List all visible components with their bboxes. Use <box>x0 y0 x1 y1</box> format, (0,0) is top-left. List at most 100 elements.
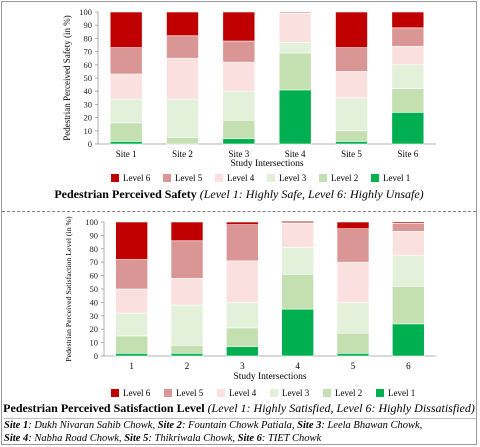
y-tick-label: 10 <box>84 126 93 136</box>
bar-segment <box>170 344 204 354</box>
bar-segment <box>336 353 370 357</box>
bar-segment <box>166 35 199 59</box>
x-tick-label: 4 <box>295 361 300 371</box>
x-axis-title: Study Intersections <box>233 372 306 382</box>
bar-segment <box>226 224 259 262</box>
bar-segment <box>335 97 368 132</box>
bar-segment <box>391 88 425 113</box>
bar-segment <box>109 11 143 48</box>
y-tick-label: 60 <box>84 60 93 70</box>
bar-segment <box>281 223 314 248</box>
y-tick-label: 0 <box>88 139 92 149</box>
legend-swatch <box>164 389 172 397</box>
bar-segment <box>170 304 204 346</box>
x-tick-label: Site 6 <box>397 149 418 159</box>
x-tick-label: Site 3 <box>228 149 249 159</box>
y-tick-label: 70 <box>90 257 99 267</box>
bar-segment <box>281 308 314 357</box>
bar-segment <box>226 260 259 303</box>
legend-swatch <box>376 389 384 397</box>
site-name: : Dukh Nivaran Sahib Chowk, <box>28 420 158 431</box>
section-divider <box>2 211 476 212</box>
bar-segment <box>391 11 425 29</box>
site-label: Site 2 <box>157 420 182 431</box>
bar-segment <box>115 312 148 337</box>
bar-segment <box>278 13 312 43</box>
bar-segment <box>391 46 425 66</box>
legend-label: Level 1 <box>388 388 415 398</box>
legend-swatch <box>111 174 119 182</box>
y-tick-label: 100 <box>85 217 98 227</box>
y-axis-title: Pedestrian Perceived Safety (in %) <box>62 15 72 140</box>
x-tick-label: 2 <box>185 361 190 371</box>
legend-swatch <box>371 174 379 182</box>
bar-segment <box>115 259 148 290</box>
bar-segment <box>336 221 370 229</box>
bar-segment <box>278 42 312 54</box>
site-label: Site 3 <box>297 420 322 431</box>
bar-segment <box>281 247 314 275</box>
satisfaction-caption-note: (Level 1: Highly Satisfied, Level 6: Hig… <box>207 401 475 415</box>
y-tick-label: 50 <box>84 73 93 83</box>
legend-label: Level 5 <box>176 388 204 398</box>
bar-segment <box>109 73 143 100</box>
legend-label: Level 2 <box>335 388 362 398</box>
bar-segment <box>222 90 256 121</box>
bar-segment <box>109 122 143 142</box>
bar-segment <box>335 11 368 48</box>
bar-segment <box>392 221 425 224</box>
y-tick-label: 0 <box>94 351 98 361</box>
bar-segment <box>166 57 199 100</box>
legend-swatch <box>215 174 223 182</box>
bar-segment <box>391 64 425 89</box>
y-tick-label: 50 <box>90 284 99 294</box>
bar-segment <box>170 277 204 306</box>
bar-segment <box>222 61 256 92</box>
bar-segment <box>391 27 425 47</box>
bar-segment <box>336 261 370 303</box>
bar-segment <box>336 332 370 354</box>
y-tick-label: 90 <box>90 230 99 240</box>
bar-segment <box>391 112 425 145</box>
bar-segment <box>278 89 312 145</box>
x-tick-label: Site 5 <box>341 149 362 159</box>
satisfaction-caption: Pedestrian Perceived Satisfaction Level … <box>0 401 478 416</box>
bar-segment <box>222 138 256 145</box>
bar-segment <box>166 11 199 37</box>
x-tick-label: Site 1 <box>116 149 137 159</box>
bar-segment <box>278 11 312 14</box>
site-label: Site 1 <box>4 420 29 431</box>
bar-segment <box>115 288 148 314</box>
bar-segment <box>170 240 204 279</box>
x-tick-label: 1 <box>129 361 134 371</box>
bar-segment <box>170 221 204 242</box>
y-tick-label: 70 <box>84 47 93 57</box>
safety-caption: Pedestrian Perceived Safety (Level 1: Hi… <box>0 187 478 202</box>
legend-label: Level 3 <box>282 388 310 398</box>
satisfaction-chart: 0 10 20 30 40 50 60 70 80 90 100 Pedestrian Perceiv… <box>64 216 436 398</box>
x-tick-label: Site 4 <box>285 149 306 159</box>
x-tick-label: 5 <box>351 361 356 371</box>
y-tick-label: 30 <box>84 99 93 109</box>
bar-segment <box>281 273 314 310</box>
bar-segment <box>222 11 256 42</box>
bar-segment <box>392 223 425 232</box>
y-tick-label: 90 <box>84 20 93 30</box>
bar-segment <box>109 47 143 75</box>
y-tick-label: 100 <box>79 7 92 17</box>
bar-segment <box>392 323 425 357</box>
x-tick-label: 6 <box>406 361 411 371</box>
bar-segment <box>222 40 256 63</box>
y-tick-label: 60 <box>90 271 99 281</box>
y-axis-title: Pedestrian Perceived Satisfaction Level … <box>64 216 73 362</box>
site-label: Site 5 <box>124 432 149 444</box>
bar-segment <box>226 302 259 329</box>
legend-label: Level 4 <box>227 173 255 183</box>
bar-segment <box>278 52 312 91</box>
bar-segment <box>115 353 148 357</box>
site-name: : Nabha Road Chowk, <box>28 432 125 444</box>
legend-swatch <box>163 174 171 182</box>
y-tick-label: 40 <box>90 297 99 307</box>
bar-segment <box>335 141 368 145</box>
